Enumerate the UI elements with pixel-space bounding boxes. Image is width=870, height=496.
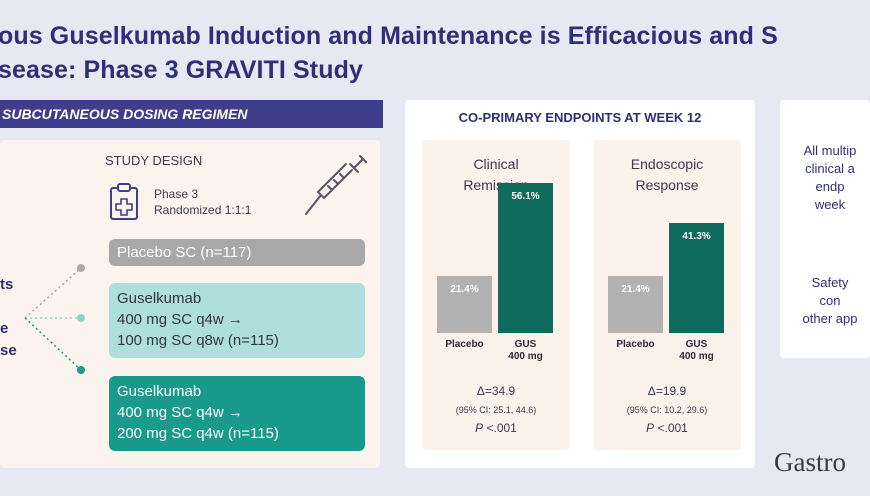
left-fragment-1: ts: [0, 276, 14, 293]
category-label-line: Placebo: [616, 339, 655, 350]
category-label: Placebo: [431, 339, 498, 351]
conclusion-2-line-3: other app: [802, 311, 858, 326]
title-line-2: sease: Phase 3 GRAVITI Study: [0, 56, 363, 84]
arm-placebo-line: Placebo SC (n=117): [117, 244, 252, 261]
arm-guselkumab-200: Guselkumab 400 mg SC q4w → 200 mg SC q4w…: [109, 376, 365, 451]
conclusion-1-line-3: endp: [815, 179, 845, 194]
p-value: P <.001: [422, 421, 570, 435]
confidence-interval: (95% CI: 10.2, 29.6): [626, 405, 708, 415]
conclusion-text-1: All multip clinical a endp week: [775, 142, 870, 214]
arm-g2-line-2: 400 mg SC q4w →: [117, 404, 243, 421]
bar-value-label: 56.1%: [511, 191, 540, 203]
bar-value-label: 21.4%: [450, 283, 479, 295]
category-label: GUS 400 mg: [663, 339, 730, 363]
p-value-text: <.001: [483, 421, 517, 435]
bar-1-1: [437, 275, 492, 333]
endpoint-title-word: Endoscopic: [630, 156, 704, 172]
bar-1-2: [498, 183, 553, 333]
conclusion-2-line-1: Safety: [811, 275, 849, 290]
phase-label: Phase 3: [154, 187, 199, 201]
randomization-connectors: [24, 264, 85, 374]
conclusion-1-line-1: All multip: [803, 143, 857, 158]
endpoint-title-2: Endoscopic Response: [593, 154, 741, 196]
left-fragment-2: e: [0, 320, 9, 337]
dosing-regimen-banner: SUBCUTANEOUS DOSING REGIMEN: [0, 100, 383, 128]
arm-g2-line-1: Guselkumab: [117, 383, 202, 400]
p-label: P: [646, 421, 655, 435]
category-label-line: 400 mg: [508, 351, 543, 362]
conclusion-text-2: Safety con other app: [775, 274, 870, 328]
p-label: P: [475, 421, 484, 435]
endpoint-title-word: Clinical: [473, 156, 519, 172]
arm-g1-line-2: 400 mg SC q4w →: [117, 311, 243, 328]
confidence-interval: (95% CI: 25.1, 44.6): [455, 405, 537, 415]
bar-value-label: 41.3%: [682, 230, 711, 242]
arm-placebo: Placebo SC (n=117): [109, 239, 365, 266]
left-fragment-3: se: [0, 342, 17, 359]
journal-logo: Gastro: [774, 447, 846, 477]
endpoint-title-word: Response: [635, 177, 699, 193]
conclusion-1-line-4: week: [814, 197, 846, 212]
arm-g1-line-3: 100 mg SC q8w (n=115): [117, 332, 279, 349]
randomization-label: Randomized 1:1:1: [154, 203, 252, 217]
delta-value: Δ=19.9: [647, 384, 687, 398]
conclusion-1-line-2: clinical a: [805, 161, 855, 176]
syringe-icon: [305, 155, 367, 215]
delta-value: Δ=34.9: [476, 384, 516, 398]
bar-2-1: [608, 275, 663, 333]
coprimary-header: CO-PRIMARY ENDPOINTS AT WEEK 12: [458, 110, 702, 125]
category-label-line: GUS: [685, 339, 708, 350]
title-line-1: ous Guselkumab Induction and Maintenance…: [0, 22, 778, 50]
study-design-label: STUDY DESIGN: [105, 153, 203, 168]
category-label-line: 400 mg: [679, 351, 714, 362]
bar-2-2: [669, 222, 724, 333]
conclusion-panel: [780, 100, 870, 358]
p-value: P <.001: [593, 421, 741, 435]
category-label-line: Placebo: [445, 339, 484, 350]
p-value-text: <.001: [654, 421, 688, 435]
bar-value-label: 21.4%: [621, 283, 650, 295]
category-label: Placebo: [602, 339, 669, 351]
category-label: GUS 400 mg: [492, 339, 559, 363]
phase-text: Phase 3 Randomized 1:1:1: [154, 186, 251, 218]
conclusion-2-line-2: con: [819, 293, 841, 308]
arm-guselkumab-100: Guselkumab 400 mg SC q4w → 100 mg SC q8w…: [109, 283, 365, 358]
arm-g1-line-1: Guselkumab: [117, 290, 202, 307]
category-label-line: GUS: [514, 339, 537, 350]
clipboard-icon: [110, 183, 138, 220]
arm-g2-line-3: 200 mg SC q4w (n=115): [117, 425, 279, 442]
